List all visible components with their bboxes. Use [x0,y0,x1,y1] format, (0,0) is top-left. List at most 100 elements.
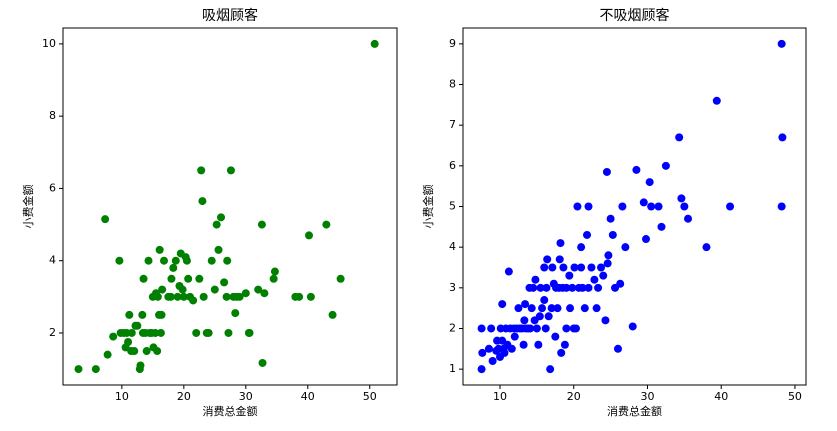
point [306,292,315,301]
point [488,357,497,366]
x-tick-label: 10 [115,390,129,403]
point [484,344,493,353]
point [478,348,487,357]
point [142,347,151,356]
point [529,283,538,292]
y-tick-label: 8 [49,109,56,122]
y-tick-label: 2 [49,326,56,339]
y-tick-label: 3 [449,281,456,294]
x-tick-label: 50 [788,390,802,403]
point [260,289,269,298]
y-tick-label: 5 [449,200,456,213]
point [197,166,206,175]
chart-title: 吸烟顾客 [202,7,258,24]
point [514,304,523,313]
point [570,263,579,272]
point [557,348,566,357]
point [124,338,133,347]
point [726,202,735,211]
point [151,328,160,337]
point [540,296,549,305]
point [553,304,562,313]
point [604,251,613,260]
point [173,292,182,301]
point [531,275,540,284]
point [204,328,213,337]
point [675,133,684,142]
point [544,312,553,321]
point [269,274,278,283]
y-tick-label: 6 [49,181,56,194]
point [680,202,689,211]
point [661,161,670,170]
point [562,283,571,292]
point [153,292,162,301]
point [189,296,198,305]
point [178,285,187,294]
point [231,309,240,318]
point [226,166,235,175]
point [109,332,118,341]
point [217,213,226,222]
point [74,365,83,374]
point [520,316,529,325]
point [223,256,232,265]
point [556,239,565,248]
axes-frame [62,27,398,386]
point [101,215,110,224]
axes-frame [462,27,807,386]
point [621,243,630,252]
point [560,340,569,349]
x-tick-label: 10 [493,390,507,403]
y-tick-label: 10 [42,37,56,50]
point [477,365,486,374]
point [169,263,178,272]
point [220,278,229,287]
point [166,292,175,301]
point [606,214,615,223]
point [144,256,153,265]
point [207,256,216,265]
point [167,274,176,283]
point [632,165,641,174]
point [235,292,244,301]
point [241,289,250,298]
point [654,202,663,211]
y-tick-label: 7 [449,118,456,131]
point [603,259,612,268]
x-tick-label: 50 [363,390,377,403]
x-axis-label: 消费总金额 [203,404,258,418]
point [179,292,188,301]
point [584,202,593,211]
point [777,202,786,211]
point [777,39,786,48]
point [160,256,169,265]
point [535,312,544,321]
point [568,283,577,292]
point [192,328,201,337]
point [222,292,231,301]
point [608,230,617,239]
point [527,304,536,313]
point [542,283,551,292]
point [270,267,279,276]
point [336,274,345,283]
point [258,358,267,367]
point [536,283,545,292]
point [184,274,193,283]
y-axis-label: 小费金额 [421,185,435,229]
point [212,220,221,229]
point [210,285,219,294]
point [477,324,486,333]
point [103,350,112,359]
point [328,310,337,319]
point [305,231,314,240]
point [295,292,304,301]
chart-title: 不吸烟顾客 [600,7,670,24]
point [322,220,331,229]
point [198,197,207,206]
point [224,328,233,337]
y-tick-label: 1 [449,362,456,375]
point [583,230,592,239]
point [584,283,593,292]
